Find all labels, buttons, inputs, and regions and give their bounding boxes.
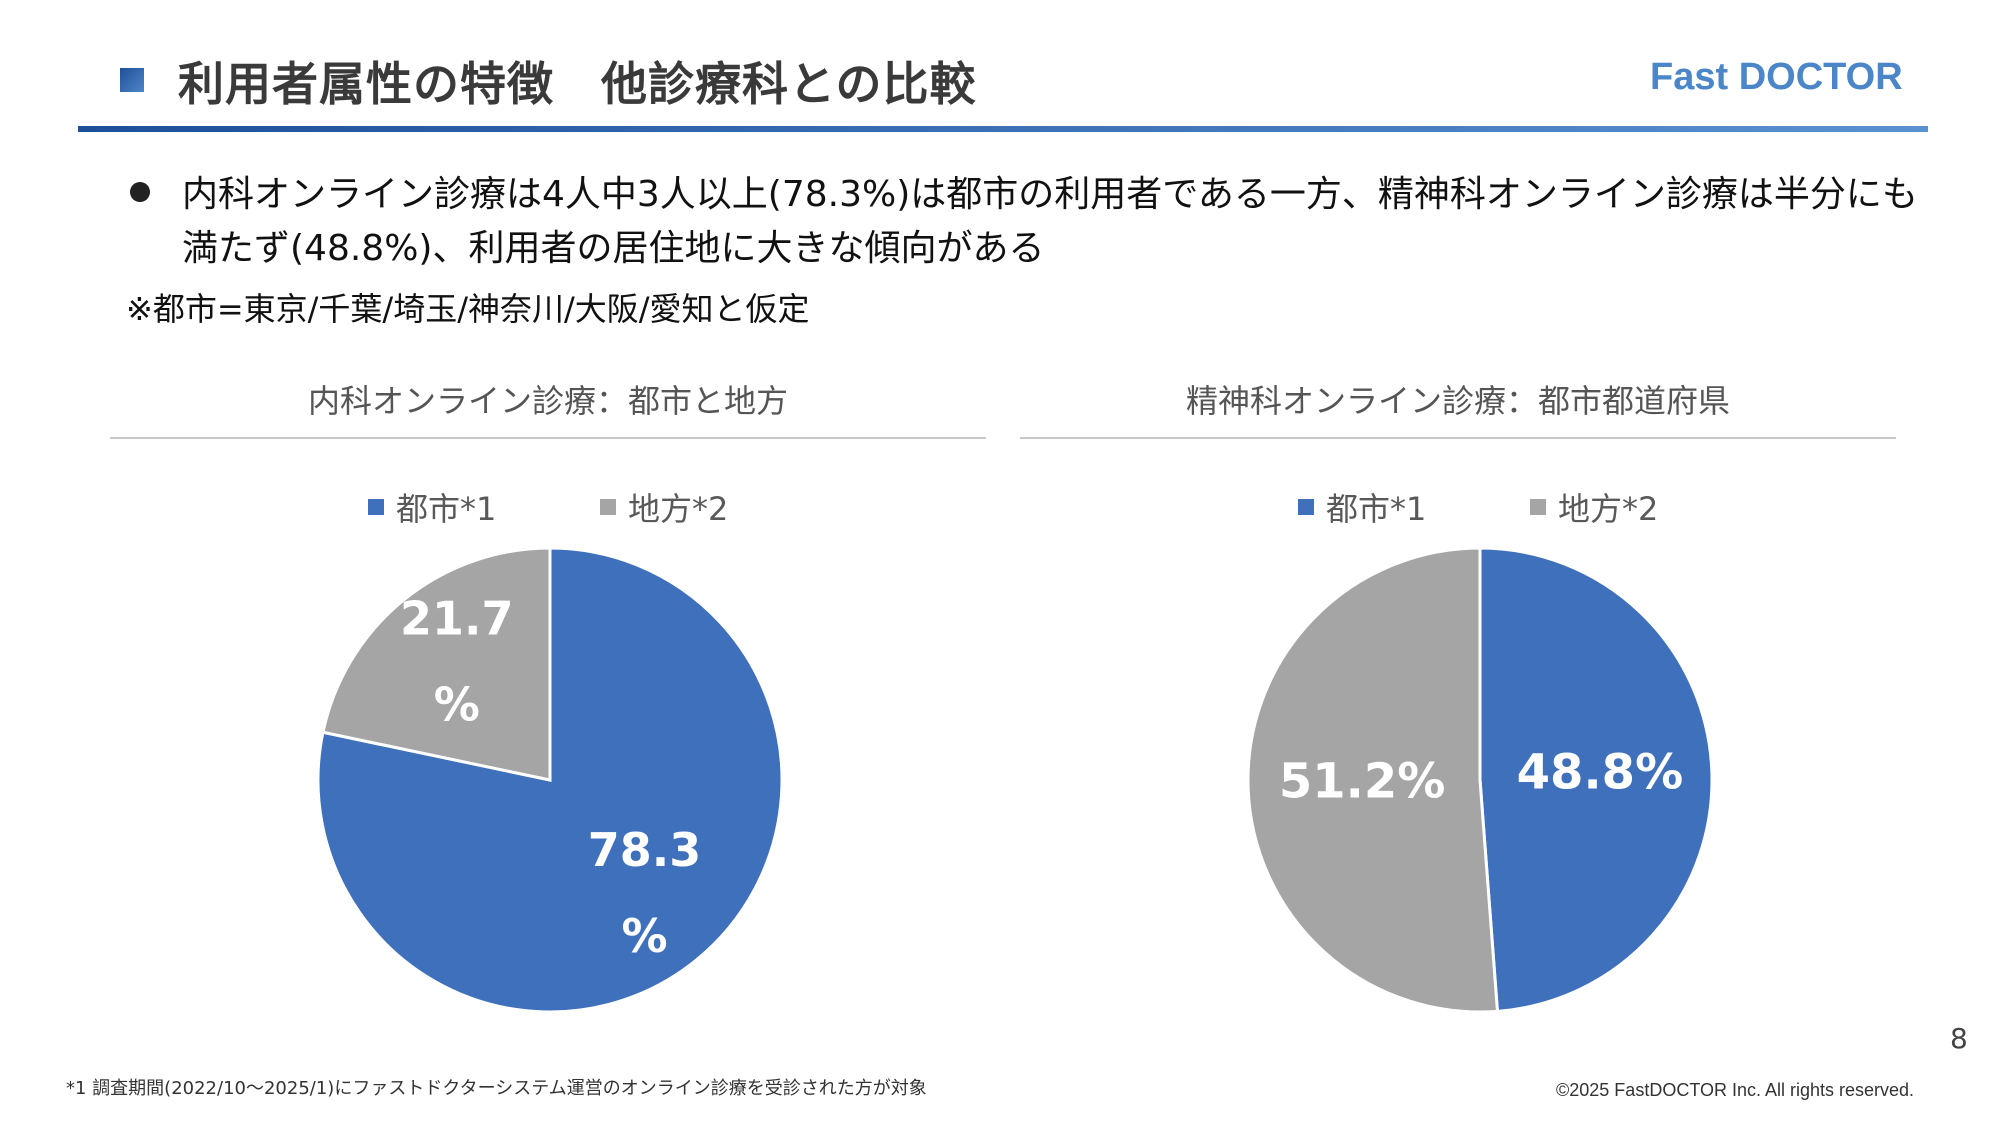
pie-chart-psychiatry: 48.8% 51.2% [1246,546,1714,1014]
slide-header: 利用者属性の特徴 他診療科との比較 Fast DOCTOR [0,0,2000,140]
page-number: 8 [1950,1022,1968,1055]
legend-internal: 都市*1 地方*2 [368,484,968,528]
chart-title-internal: 内科オンライン診療：都市と地方 [307,382,788,420]
footnote: *1 調査期間(2022/10～2025/1)にファストドクターシステム運営のオ… [66,1078,927,1099]
chart-rule-internal [110,437,986,439]
title-square-icon [120,68,144,92]
pie-data-label: 51.2% [1279,753,1446,809]
legend-psychiatry: 都市*1 地方*2 [1298,484,1898,528]
pie-slice-urban [1478,546,1714,1013]
definition-note: ※都市=東京/千葉/埼玉/神奈川/大阪/愛知と仮定 [126,290,810,328]
pie-data-label: 78.3 [588,823,702,877]
legend-swatch-icon [600,499,616,515]
pie-slice-rural [321,546,552,782]
legend-swatch-icon [1298,499,1314,515]
summary-text: 内科オンライン診療は4人中3人以上(78.3%)は都市の利用者である一方、精神科… [182,174,1918,269]
pie-data-label: % [621,909,667,963]
pie-slice-rural [1246,546,1500,1014]
legend-swatch-icon [368,499,384,515]
chart-title-psychiatry: 精神科オンライン診療：都市都道府県 [1185,382,1730,420]
copyright: ©2025 FastDOCTOR Inc. All rights reserve… [1556,1080,1915,1100]
title-underline [78,126,1928,132]
pie-slice-urban [316,546,784,1014]
pie-data-label: 21.7 [400,592,514,646]
brand-logo: Fast DOCTOR [1650,56,1903,98]
legend-label: 地方*2 [1558,490,1659,528]
legend-item-urban: 都市*1 [1298,484,1426,530]
legend-item-rural: 地方*2 [1530,484,1658,530]
chart-rule-psychiatry [1020,437,1896,439]
legend-swatch-icon [1530,499,1546,515]
legend-item-rural: 地方*2 [600,484,728,530]
legend-label: 都市*1 [1326,490,1427,528]
legend-item-urban: 都市*1 [368,484,496,530]
page-title: 利用者属性の特徴 他診療科との比較 [178,57,977,111]
pie-data-label: 48.8% [1517,744,1684,800]
legend-label: 地方*2 [628,490,729,528]
bullet-dot-icon [130,182,150,202]
pie-data-label: % [434,678,480,732]
pie-chart-internal: 78.3% 21.7% [316,546,784,1014]
legend-label: 都市*1 [396,490,497,528]
